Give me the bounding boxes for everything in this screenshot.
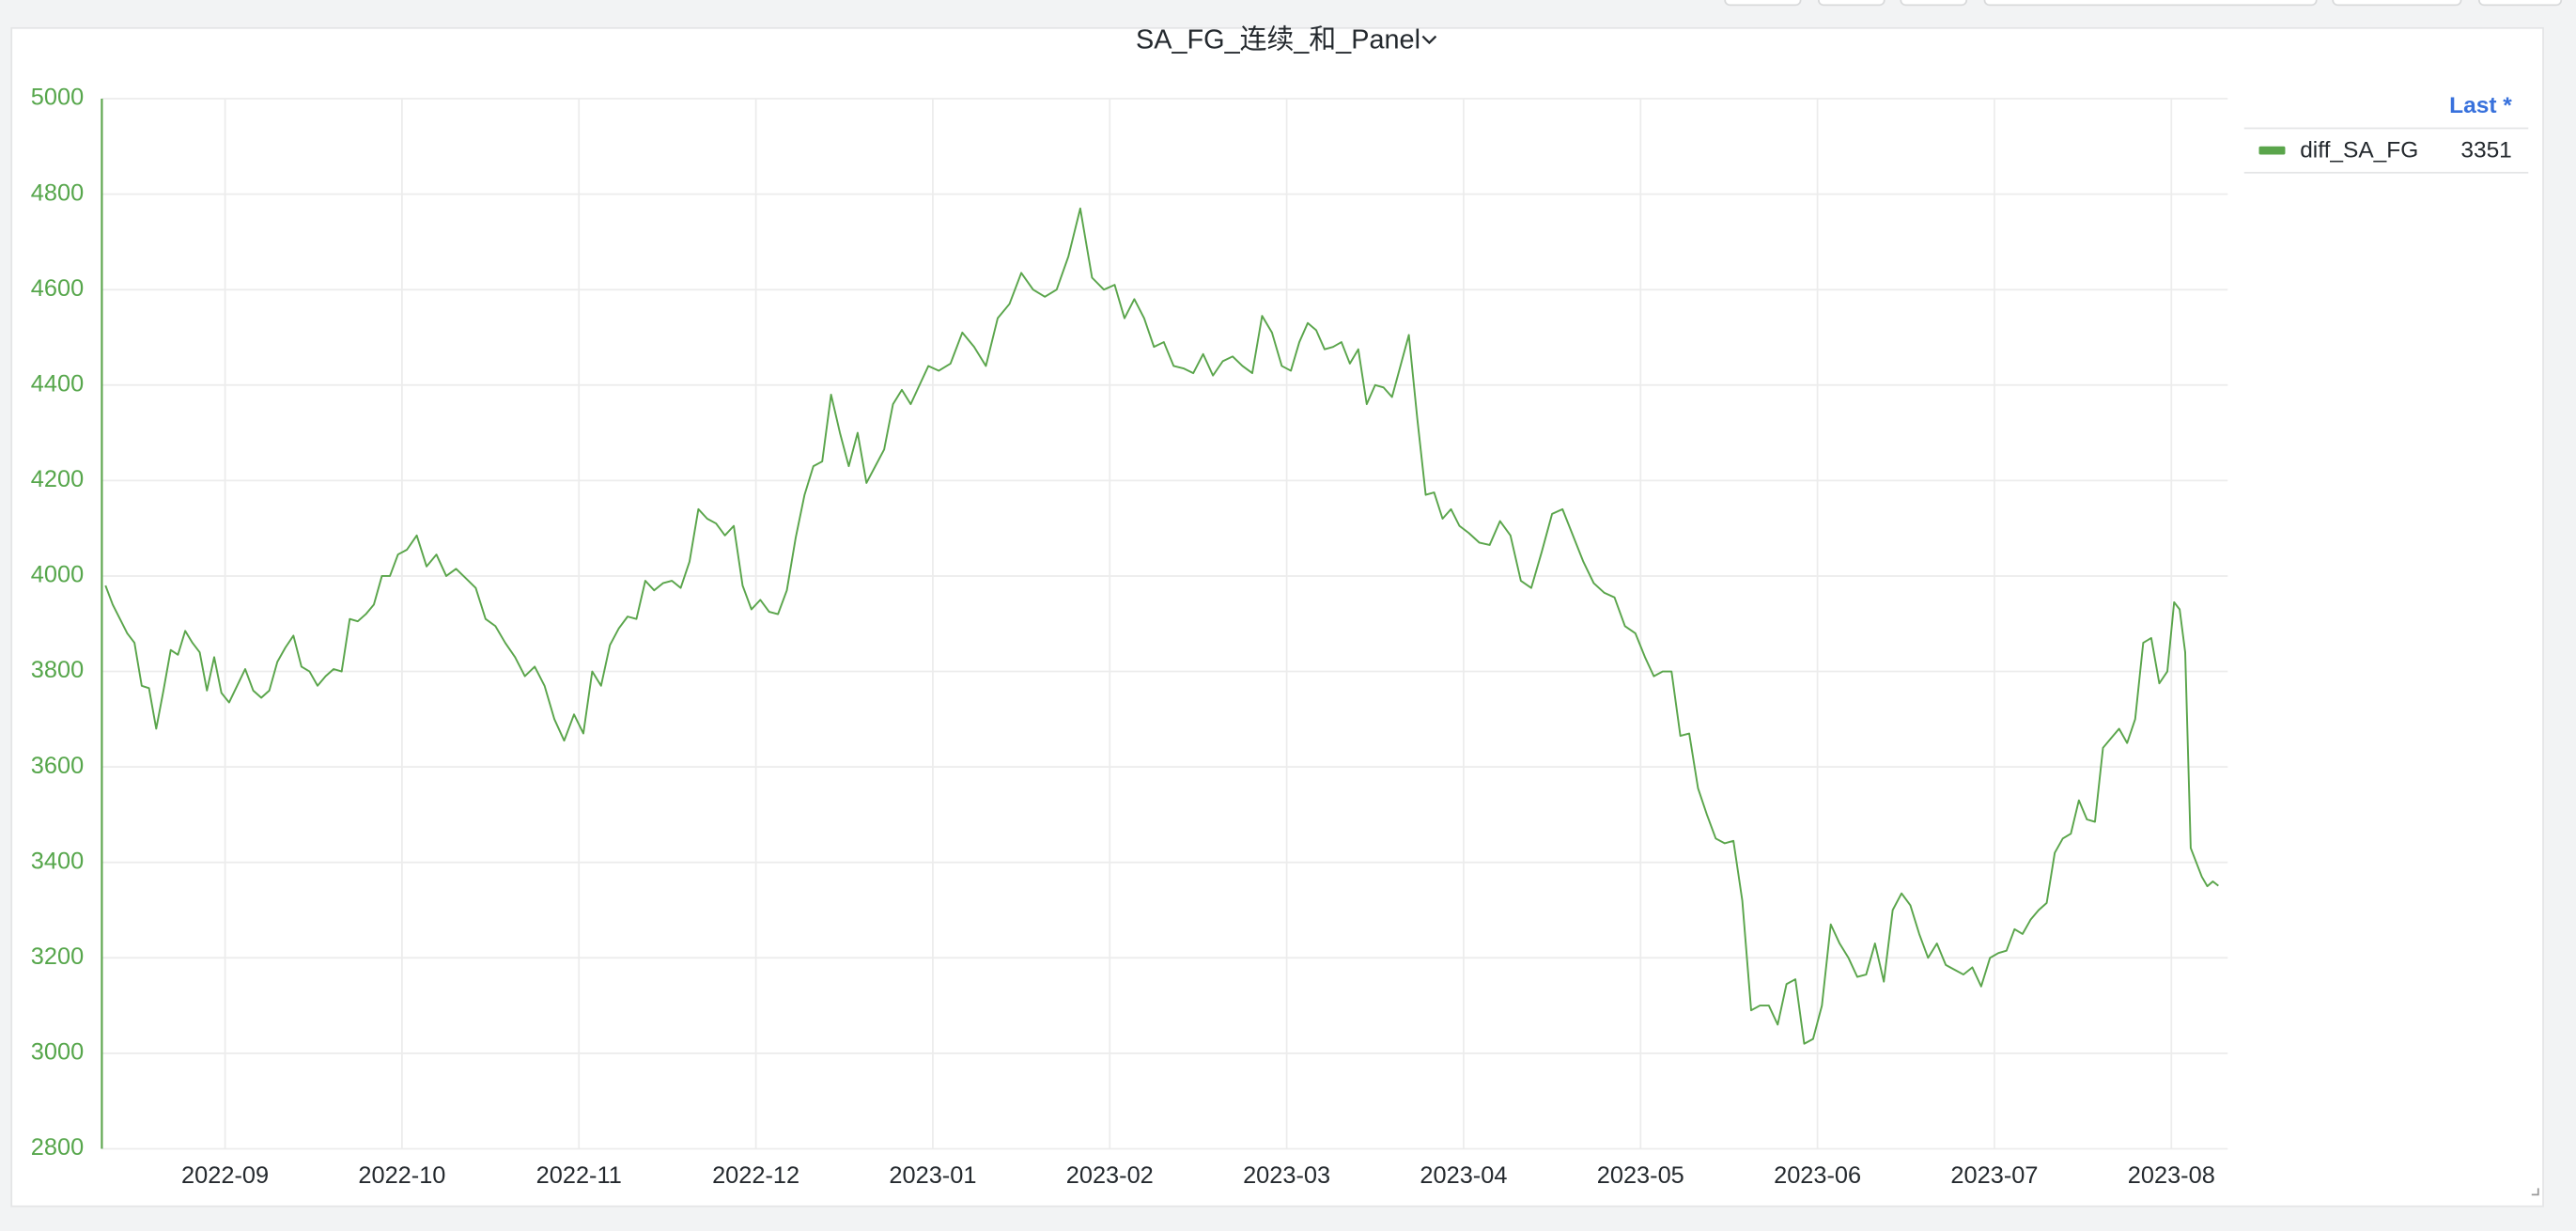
y-tick-label: 5000: [31, 85, 84, 111]
y-tick-label: 3000: [31, 1039, 84, 1066]
y-tick-label: 3400: [31, 848, 84, 874]
legend-last-value: 3351: [2460, 137, 2511, 163]
toolbar-button[interactable]: [1900, 0, 1968, 7]
toolbar-button[interactable]: [1817, 0, 1885, 7]
toolbar: [1724, 0, 2563, 7]
toolbar-button[interactable]: [2477, 0, 2563, 7]
legend-stat-header[interactable]: Last *: [2449, 93, 2512, 118]
y-tick-label: 4400: [31, 370, 84, 397]
x-tick-label: 2023-06: [1774, 1162, 1861, 1189]
x-tick-label: 2023-02: [1066, 1162, 1154, 1189]
toolbar-button[interactable]: [2332, 0, 2462, 7]
x-tick-label: 2022-11: [536, 1162, 622, 1189]
y-tick-label: 4200: [31, 466, 84, 492]
time-picker[interactable]: [1983, 0, 2318, 7]
legend-swatch: [2258, 146, 2286, 155]
y-tick-label: 3600: [31, 753, 84, 779]
toolbar-button[interactable]: [1724, 0, 1802, 7]
y-tick-label: 3200: [31, 943, 84, 970]
x-tick-label: 2022-12: [712, 1162, 799, 1189]
legend-series-name[interactable]: diff_SA_FG: [2300, 137, 2418, 163]
resize-handle[interactable]: [2531, 1188, 2539, 1196]
x-tick-label: 2023-04: [1420, 1162, 1507, 1189]
y-tick-label: 4000: [31, 562, 84, 588]
plot-area: 2800 3000 3200 3400 3600 3800 4000 4200 4400 4600…: [31, 85, 2228, 1189]
series-line: [104, 207, 2219, 1045]
panel: [10, 26, 2544, 1208]
y-tick-label: 3800: [31, 657, 84, 683]
x-tick-label: 2022-09: [181, 1162, 269, 1189]
x-tick-label: 2023-08: [2128, 1162, 2215, 1189]
y-tick-label: 4600: [31, 275, 84, 302]
x-tick-label: 2023-03: [1243, 1162, 1330, 1189]
x-tick-label: 2023-07: [1950, 1162, 2038, 1189]
y-tick-label: 4800: [31, 179, 84, 206]
y-tick-label: 2800: [31, 1134, 84, 1161]
panel-title[interactable]: SA_FG_连续_和_Panel: [1136, 24, 1420, 55]
x-tick-label: 2023-05: [1597, 1162, 1684, 1189]
panel-menu-icon[interactable]: [1421, 35, 1437, 45]
x-tick-label: 2022-10: [358, 1162, 445, 1189]
x-tick-label: 2023-01: [889, 1162, 976, 1189]
